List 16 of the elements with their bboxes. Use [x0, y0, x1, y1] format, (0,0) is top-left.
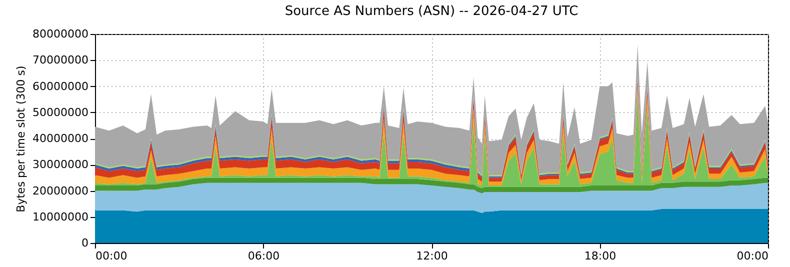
x-tick-label: 00:00	[736, 250, 768, 262]
y-tick-label: 0	[82, 236, 88, 250]
chart-title: Source AS Numbers (ASN) -- 2026-04-27 UTC	[284, 4, 578, 19]
y-tick-label: 80000000	[32, 28, 88, 40]
y-tick-label: 40000000	[32, 132, 88, 145]
x-tick-label: 18:00	[584, 250, 616, 262]
x-tick-label: 00:00	[96, 250, 128, 262]
y-tick-label: 10000000	[32, 210, 88, 224]
y-tick-label: 60000000	[32, 80, 88, 93]
x-tick-label: 06:00	[248, 250, 280, 262]
x-tick-label: 12:00	[416, 250, 448, 262]
y-axis-title: Bytes per time slot (300 s)	[14, 66, 28, 212]
y-tick-label: 70000000	[32, 54, 88, 67]
y-tick-label: 20000000	[32, 184, 88, 198]
y-tick-label: 50000000	[32, 106, 88, 119]
y-tick-label: 30000000	[32, 158, 88, 172]
